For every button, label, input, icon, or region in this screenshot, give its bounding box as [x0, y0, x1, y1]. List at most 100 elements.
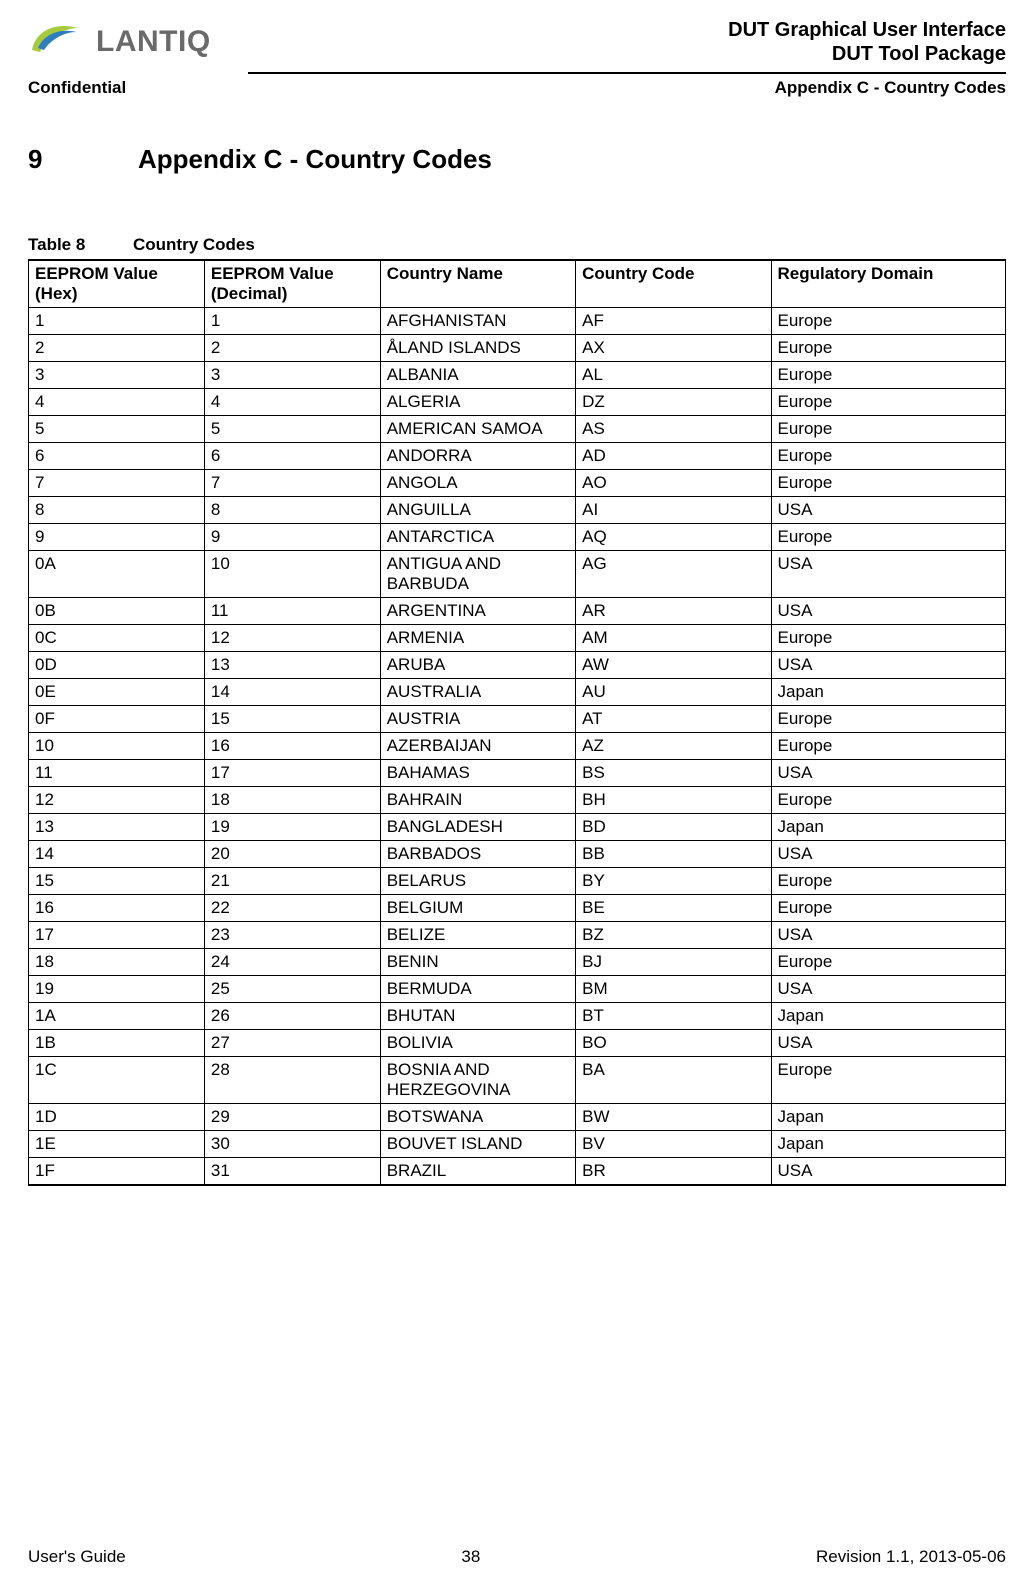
table-cell: BY	[576, 868, 771, 895]
table-row: 99ANTARCTICAAQEurope	[29, 524, 1006, 551]
page: LANTIQ DUT Graphical User Interface DUT …	[0, 0, 1034, 1595]
logo-text: LANTIQ	[96, 25, 211, 59]
table-cell: BELIZE	[380, 922, 575, 949]
table-cell: AR	[576, 598, 771, 625]
table-cell: AO	[576, 470, 771, 497]
table-cell: USA	[771, 922, 1006, 949]
confidential-label: Confidential	[28, 78, 126, 98]
table-cell: 19	[204, 814, 380, 841]
table-cell: 15	[204, 706, 380, 733]
table-cell: 1E	[29, 1131, 205, 1158]
table-row: 0B11ARGENTINAARUSA	[29, 598, 1006, 625]
table-cell: Europe	[771, 625, 1006, 652]
table-cell: Japan	[771, 814, 1006, 841]
col-header-dom: Regulatory Domain	[771, 260, 1006, 308]
table-caption: Table 8Country Codes	[28, 235, 1006, 255]
table-cell: AUSTRIA	[380, 706, 575, 733]
table-row: 0E14AUSTRALIAAUJapan	[29, 679, 1006, 706]
table-row: 33ALBANIAALEurope	[29, 362, 1006, 389]
table-cell: 0F	[29, 706, 205, 733]
table-cell: AD	[576, 443, 771, 470]
table-cell: 16	[204, 733, 380, 760]
table-cell: ANGOLA	[380, 470, 575, 497]
section-number: 9	[28, 144, 138, 175]
table-cell: Europe	[771, 706, 1006, 733]
table-row: 1117BAHAMASBSUSA	[29, 760, 1006, 787]
table-cell: BV	[576, 1131, 771, 1158]
section-heading: 9Appendix C - Country Codes	[28, 144, 1006, 175]
table-header-row: EEPROM Value (Hex) EEPROM Value (Decimal…	[29, 260, 1006, 308]
table-cell: 14	[204, 679, 380, 706]
table-cell: 16	[29, 895, 205, 922]
table-cell: 7	[204, 470, 380, 497]
table-row: 88ANGUILLAAIUSA	[29, 497, 1006, 524]
table-cell: 1	[204, 308, 380, 335]
table-cell: 0C	[29, 625, 205, 652]
table-row: 77ANGOLAAOEurope	[29, 470, 1006, 497]
subheader: Confidential Appendix C - Country Codes	[28, 78, 1006, 98]
table-cell: 6	[29, 443, 205, 470]
table-cell: BA	[576, 1057, 771, 1104]
table-cell: ANDORRA	[380, 443, 575, 470]
table-row: 1622BELGIUMBEEurope	[29, 895, 1006, 922]
table-cell: AMERICAN SAMOA	[380, 416, 575, 443]
table-cell: BW	[576, 1104, 771, 1131]
appendix-label: Appendix C - Country Codes	[775, 78, 1006, 98]
table-cell: 21	[204, 868, 380, 895]
table-cell: BZ	[576, 922, 771, 949]
table-cell: USA	[771, 598, 1006, 625]
table-cell: Europe	[771, 443, 1006, 470]
table-cell: Europe	[771, 1057, 1006, 1104]
table-cell: 25	[204, 976, 380, 1003]
table-cell: 6	[204, 443, 380, 470]
table-cell: 0E	[29, 679, 205, 706]
table-cell: 13	[204, 652, 380, 679]
table-cell: BENIN	[380, 949, 575, 976]
table-cell: USA	[771, 497, 1006, 524]
table-cell: 4	[29, 389, 205, 416]
table-cell: 28	[204, 1057, 380, 1104]
table-cell: Europe	[771, 335, 1006, 362]
table-cell: ÅLAND ISLANDS	[380, 335, 575, 362]
country-codes-table: EEPROM Value (Hex) EEPROM Value (Decimal…	[28, 259, 1006, 1186]
table-row: 1B27BOLIVIABOUSA	[29, 1030, 1006, 1057]
table-number: Table 8	[28, 235, 133, 255]
table-cell: ARUBA	[380, 652, 575, 679]
table-cell: 15	[29, 868, 205, 895]
header-rule	[248, 72, 1006, 74]
table-cell: BJ	[576, 949, 771, 976]
table-cell: Europe	[771, 389, 1006, 416]
table-cell: BOUVET ISLAND	[380, 1131, 575, 1158]
table-cell: 4	[204, 389, 380, 416]
table-cell: 26	[204, 1003, 380, 1030]
table-cell: 17	[204, 760, 380, 787]
table-cell: BD	[576, 814, 771, 841]
table-cell: AT	[576, 706, 771, 733]
table-cell: BELGIUM	[380, 895, 575, 922]
table-cell: 14	[29, 841, 205, 868]
table-cell: AI	[576, 497, 771, 524]
table-cell: AU	[576, 679, 771, 706]
table-cell: 31	[204, 1158, 380, 1186]
table-cell: AZ	[576, 733, 771, 760]
table-cell: 27	[204, 1030, 380, 1057]
table-cell: 2	[29, 335, 205, 362]
table-cell: 10	[29, 733, 205, 760]
logo-icon	[28, 18, 90, 58]
table-cell: 1	[29, 308, 205, 335]
table-row: 0C12ARMENIAAMEurope	[29, 625, 1006, 652]
table-cell: 13	[29, 814, 205, 841]
logo: LANTIQ	[28, 18, 211, 58]
section-title-text: Appendix C - Country Codes	[138, 144, 492, 174]
table-cell: BR	[576, 1158, 771, 1186]
table-cell: AQ	[576, 524, 771, 551]
table-row: 66ANDORRAADEurope	[29, 443, 1006, 470]
table-cell: BRAZIL	[380, 1158, 575, 1186]
table-cell: AL	[576, 362, 771, 389]
table-row: 1016AZERBAIJANAZEurope	[29, 733, 1006, 760]
table-cell: AX	[576, 335, 771, 362]
table-cell: USA	[771, 976, 1006, 1003]
table-cell: 19	[29, 976, 205, 1003]
table-cell: 5	[204, 416, 380, 443]
table-row: 55AMERICAN SAMOAASEurope	[29, 416, 1006, 443]
